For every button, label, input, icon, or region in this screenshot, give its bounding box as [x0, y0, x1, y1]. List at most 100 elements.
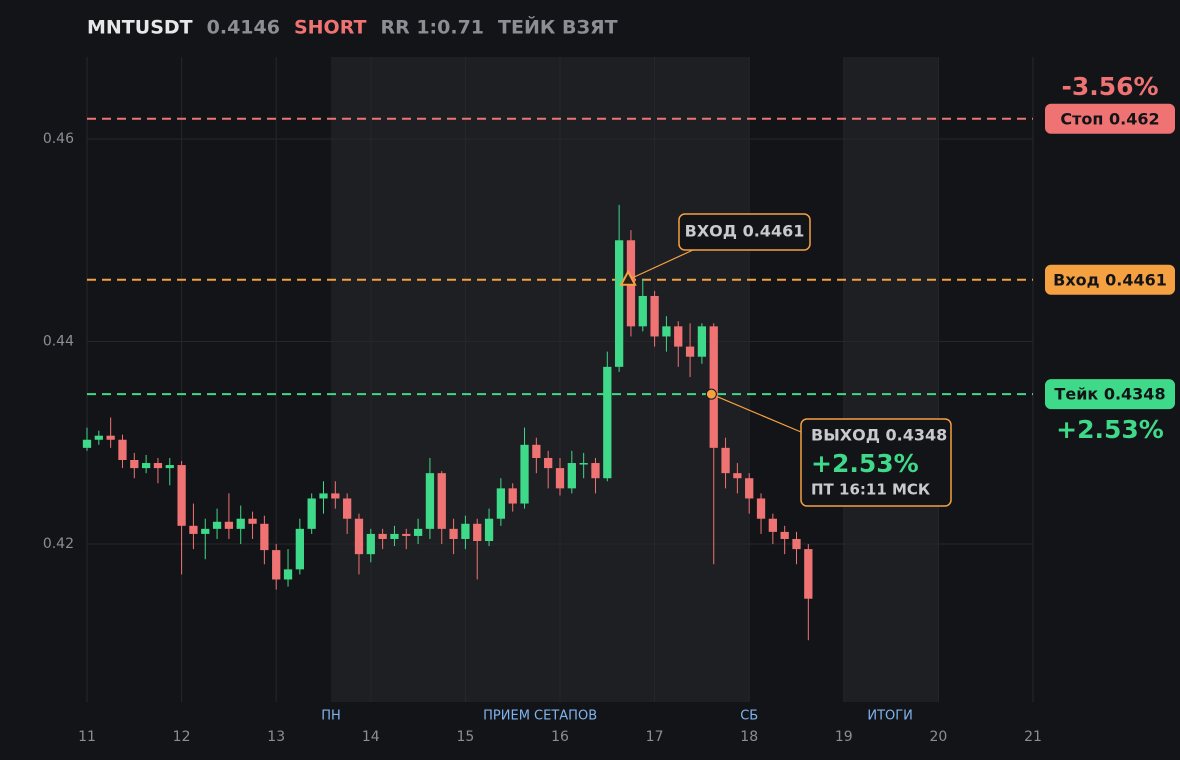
- candle-body: [82, 439, 92, 448]
- exit-callout-label: ВЫХОД 0.4348: [811, 426, 947, 445]
- session-label: ПН: [321, 709, 341, 724]
- candle-body: [733, 473, 742, 479]
- candle-body: [177, 465, 186, 526]
- candle-body: [248, 518, 257, 524]
- candle-body: [437, 473, 446, 529]
- exit-callout-box: [800, 418, 952, 507]
- x-tick-label: 12: [173, 729, 191, 745]
- candle-body: [804, 549, 813, 599]
- candle-body: [319, 493, 328, 499]
- candle-body: [544, 457, 553, 469]
- session-label: ПРИЕМ СЕТАПОВ: [483, 709, 597, 724]
- candle-body: [295, 528, 304, 570]
- y-tick-label: 0.42: [43, 536, 74, 552]
- level-tag: Стоп 0.462: [1045, 103, 1175, 134]
- candle-body: [130, 459, 139, 469]
- candle-body: [532, 444, 541, 458]
- x-tick-label: 16: [551, 729, 569, 745]
- entry-callout-label: ВХОД 0.4461: [685, 222, 805, 241]
- candle-body: [331, 493, 340, 499]
- symbol: MNTUSDT: [87, 17, 193, 39]
- level-tag-label: Тейк 0.4348: [1054, 385, 1165, 404]
- candle-body: [685, 346, 695, 357]
- candle-body: [413, 528, 423, 536]
- candle-body: [721, 447, 730, 474]
- candle-body: [567, 463, 576, 489]
- risk-reward: RR 1:0.71: [380, 17, 484, 39]
- candle-body: [189, 525, 198, 534]
- candle-body: [484, 518, 494, 542]
- session-region: [843, 57, 939, 702]
- candle-body: [343, 498, 352, 519]
- level-pct: +2.53%: [1056, 415, 1164, 444]
- level-tag-box: [1045, 264, 1175, 295]
- candle-body: [224, 521, 234, 529]
- x-tick-label: 21: [1024, 729, 1042, 745]
- candle-body: [366, 533, 375, 555]
- candle-body: [141, 463, 151, 469]
- level-tag-label: Стоп 0.462: [1060, 109, 1159, 128]
- candle-body: [674, 326, 683, 347]
- candle-body: [390, 533, 399, 539]
- candle-body: [307, 498, 316, 529]
- candle-body: [260, 523, 269, 551]
- candle-body: [614, 240, 624, 367]
- candle-body: [697, 326, 707, 357]
- y-tick-label: 0.46: [43, 131, 74, 147]
- candle-body: [212, 521, 222, 529]
- candle-body: [780, 531, 789, 539]
- x-tick-label: 18: [740, 729, 758, 745]
- entry-connector: [627, 249, 694, 281]
- x-tick-label: 14: [362, 729, 380, 745]
- candle-body: [579, 463, 588, 465]
- candle-body: [461, 523, 470, 539]
- candle-body: [496, 488, 506, 519]
- candle-body: [165, 465, 174, 469]
- level-tag-box: [1045, 379, 1175, 410]
- candle-body: [425, 473, 435, 529]
- level-pct: -3.56%: [1061, 72, 1158, 101]
- entry-marker: [619, 269, 637, 286]
- exit-marker: [705, 388, 717, 400]
- candle-body: [153, 463, 163, 469]
- candle-body: [709, 326, 718, 448]
- price: 0.4146: [207, 17, 280, 39]
- candle-body: [283, 569, 293, 580]
- x-tick-label: 20: [929, 729, 947, 745]
- candle-body: [236, 518, 245, 529]
- candle-body: [354, 518, 364, 555]
- x-tick-label: 13: [267, 729, 285, 745]
- side: SHORT: [294, 17, 367, 39]
- session-label: СБ: [740, 709, 758, 724]
- level-tag: Вход 0.4461: [1045, 264, 1175, 295]
- exit-callout-pct: +2.53%: [811, 449, 919, 478]
- candle-body: [745, 478, 754, 499]
- candle-body: [106, 435, 115, 440]
- candle-body: [449, 528, 458, 539]
- level-tag: Тейк 0.4348: [1045, 379, 1175, 410]
- y-tick-label: 0.44: [43, 334, 74, 350]
- candle-body: [756, 498, 766, 519]
- entry-callout-box: [678, 213, 811, 251]
- x-tick-label: 19: [835, 729, 853, 745]
- candle-body: [508, 488, 517, 504]
- x-tick-label: 11: [78, 729, 96, 745]
- candle-body: [94, 435, 103, 440]
- candle-body: [272, 550, 281, 580]
- header: MNTUSDT 0.4146 SHORT RR 1:0.71 ТЕЙК ВЗЯТ: [87, 16, 618, 39]
- candle-body: [650, 295, 659, 337]
- candle-body: [402, 533, 411, 536]
- candle-body: [378, 533, 387, 539]
- x-tick-label: 15: [456, 729, 474, 745]
- candle-body: [792, 538, 801, 550]
- session-label: ИТОГИ: [867, 709, 913, 724]
- level-tag-box: [1045, 103, 1175, 134]
- candle-body: [768, 518, 777, 532]
- candle-body: [603, 366, 612, 479]
- candle-body: [591, 463, 600, 479]
- candle-body: [118, 439, 127, 460]
- exit-callout-time: ПТ 16:11 МСК: [811, 481, 931, 499]
- exit-connector: [711, 393, 802, 433]
